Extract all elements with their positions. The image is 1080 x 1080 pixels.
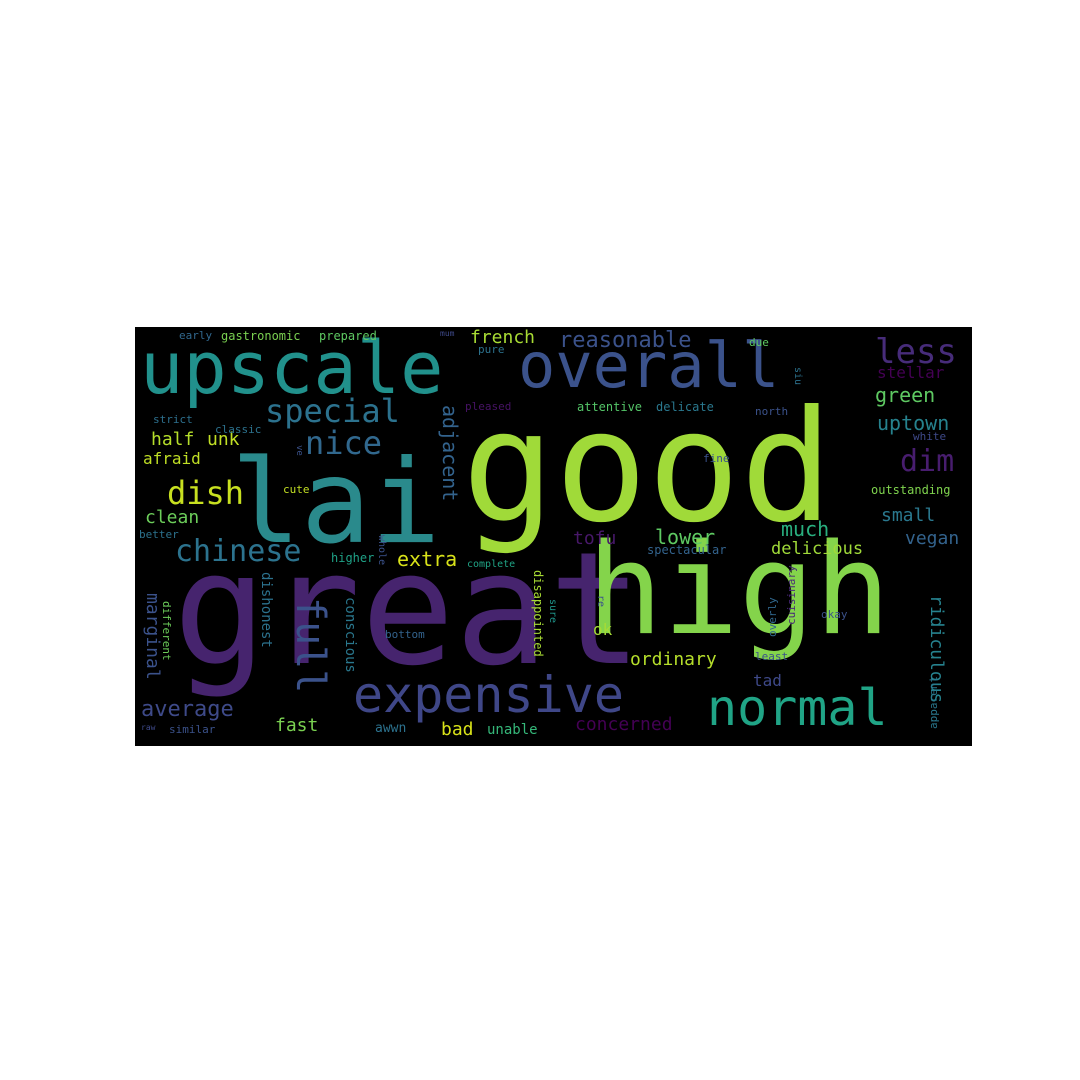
word-extra: extra [397, 547, 458, 571]
word-higher: higher [331, 551, 375, 565]
word-special: special [265, 392, 400, 430]
word-okay: okay [821, 608, 848, 621]
word-bad: bad [441, 719, 474, 740]
word-average: average [141, 697, 234, 722]
word-apparent: apparent [927, 676, 940, 729]
word-ok: ok [593, 620, 613, 639]
word-early: early [179, 329, 213, 342]
word-delicious: delicious [771, 539, 864, 559]
word-re: re [595, 595, 606, 608]
word-dish: dish [167, 474, 245, 512]
word-fast: fast [275, 715, 319, 736]
word-cloud: good great high lai upscale overall expe… [135, 327, 972, 746]
word-disappointed: disappointed [531, 570, 545, 657]
word-classic: classic [215, 423, 262, 436]
word-mum: mum [440, 329, 455, 338]
word-concerned: concerned [575, 714, 673, 735]
word-outstanding: outstanding [871, 483, 951, 497]
word-delicate: delicate [656, 400, 714, 414]
word-adjacent: adjacent [438, 405, 462, 502]
word-normal: normal [707, 679, 888, 737]
word-cuisinary: cuisinary [785, 565, 798, 625]
word-strict: strict [153, 413, 193, 426]
word-fine: fine [703, 452, 730, 465]
word-vegan: vegan [905, 528, 960, 549]
word-good: good [462, 378, 833, 557]
word-better: better [139, 528, 179, 541]
word-stellar: stellar [877, 363, 945, 382]
word-siu: siu [792, 367, 803, 386]
word-ordinary: ordinary [630, 649, 717, 670]
word-white: white [913, 430, 947, 443]
word-marginal: marginal [142, 593, 163, 680]
word-attentive: attentive [577, 400, 643, 414]
word-dim: dim [900, 444, 955, 479]
word-due: due [749, 336, 769, 349]
word-different: different [160, 601, 173, 661]
word-bottom: bottom [385, 628, 425, 641]
word-spectacular: spectacular [647, 543, 727, 557]
word-uptown: uptown [877, 411, 950, 435]
word-great: great [173, 518, 643, 700]
word-clean: clean [145, 507, 200, 528]
word-unk: unk [207, 429, 240, 450]
word-green: green [875, 383, 936, 407]
word-sure: sure [547, 599, 558, 624]
word-overall: overall [518, 329, 780, 402]
word-upscale: upscale [140, 327, 444, 410]
word-north: north [755, 405, 789, 418]
word-less: less [875, 332, 957, 372]
word-pleased: pleased [465, 400, 512, 413]
word-chinese: chinese [175, 534, 302, 569]
word-nice: nice [305, 424, 383, 462]
word-cute: cute [283, 483, 310, 496]
word-conscious: conscious [342, 597, 358, 673]
word-raw: raw [141, 723, 156, 732]
word-much: much [781, 517, 830, 541]
word-awwn: awwn [375, 721, 407, 736]
word-pure: pure [478, 343, 505, 356]
word-ve: ve [294, 445, 304, 456]
word-expensive: expensive [353, 666, 624, 724]
word-half: half [151, 429, 195, 450]
word-overly: overly [766, 597, 779, 637]
word-dishonest: dishonest [258, 572, 274, 648]
word-unable: unable [487, 722, 538, 738]
word-small: small [881, 505, 936, 526]
word-afraid: afraid [143, 449, 201, 468]
word-full: full [287, 597, 333, 694]
word-reasonable: reasonable [559, 328, 692, 353]
word-least: least [755, 650, 789, 663]
word-prepared: prepared [319, 329, 377, 343]
word-french: french [470, 327, 536, 348]
word-similar: similar [169, 723, 216, 736]
word-lai: lai [231, 435, 441, 570]
word-lower: lower [655, 525, 716, 549]
word-tofu: tofu [573, 528, 617, 549]
word-gastronomic: gastronomic [221, 329, 301, 343]
word-complete: complete [467, 559, 516, 570]
word-whole: whole [376, 535, 387, 566]
word-high: high [587, 516, 891, 663]
word-tad: tad [753, 671, 782, 690]
